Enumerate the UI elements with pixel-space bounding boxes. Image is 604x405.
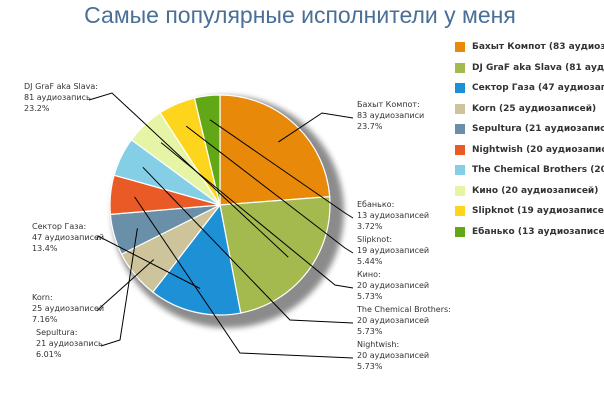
legend-item[interactable]: Nightwish (20 аудиозаписей) xyxy=(455,140,604,161)
leader-line xyxy=(278,112,354,143)
legend-label: Кино (20 аудиозаписей) xyxy=(472,185,599,196)
leader-line xyxy=(185,125,354,254)
pie-slices xyxy=(109,94,331,316)
slice-label: DJ GraF aka Slava: 81 аудиозапись 23.2% xyxy=(24,82,98,113)
legend-swatch xyxy=(455,185,465,196)
leader-line xyxy=(134,196,354,359)
pie-slice[interactable] xyxy=(219,94,331,206)
legend-item[interactable]: The Chemical Brothers (20 аудиозаписей) xyxy=(455,160,604,181)
legend-item[interactable]: Бахыт Компот (83 аудиозаписи) xyxy=(455,37,604,58)
leader-line xyxy=(96,235,201,289)
legend-label: DJ GraF aka Slava (81 аудиозапись) xyxy=(472,62,604,73)
legend-swatch xyxy=(455,226,465,237)
leader-line xyxy=(160,142,354,289)
legend-label: Бахыт Компот (83 аудиозаписи) xyxy=(472,42,604,53)
legend-swatch xyxy=(455,83,465,94)
legend-swatch xyxy=(455,124,465,135)
legend-swatch xyxy=(455,165,465,176)
legend-swatch xyxy=(455,62,465,73)
legend-label: Сектор Газа (47 аудиозаписей) xyxy=(472,83,604,94)
legend-item[interactable]: Korn (25 аудиозаписей) xyxy=(455,99,604,120)
legend-swatch xyxy=(455,42,465,53)
slice-label: Slipknot: 19 аудиозаписей 5.44% xyxy=(357,235,429,266)
legend-label: Slipknot (19 аудиозаписей) xyxy=(472,206,604,217)
slice-label: Кино: 20 аудиозаписей 5.73% xyxy=(357,270,429,301)
legend-swatch xyxy=(455,206,465,217)
slice-label: Ебанько: 13 аудиозаписей 3.72% xyxy=(357,200,429,231)
leader-line xyxy=(96,259,155,312)
legend-label: Sepultura (21 аудиозапись) xyxy=(472,124,604,135)
slice-callouts: Бахыт Компот: 83 аудиозаписи 23.7% DJ GraF … xyxy=(24,82,451,371)
leader-line xyxy=(142,166,354,324)
slice-label: Сектор Газа: 47 аудиозаписей 13.4% xyxy=(32,222,104,253)
slice-label: Бахыт Компот: 83 аудиозаписи 23.7% xyxy=(357,100,424,131)
legend-swatch xyxy=(455,144,465,155)
leader-line xyxy=(209,119,354,219)
legend-label: The Chemical Brothers (20 аудиозаписей) xyxy=(472,165,604,176)
pie-slice[interactable] xyxy=(219,195,331,314)
legend: Бахыт Компот (83 аудиозаписи) DJ GraF aka… xyxy=(455,37,604,242)
legend-item[interactable]: Сектор Газа (47 аудиозаписей) xyxy=(455,78,604,99)
legend-item[interactable]: Ебанько (13 аудиозаписей) xyxy=(455,222,604,243)
slice-label: Nightwish: 20 аудиозаписей 5.73% xyxy=(357,340,429,371)
legend-label: Korn (25 аудиозаписей) xyxy=(472,103,597,114)
slice-label: The Chemical Brothers: 20 аудиозаписей 5.7… xyxy=(356,305,451,336)
legend-item[interactable]: Slipknot (19 аудиозаписей) xyxy=(455,201,604,222)
chart-title: Самые популярные исполнители у меня xyxy=(84,2,516,28)
pie-slice[interactable] xyxy=(151,203,242,316)
legend-label: Ебанько (13 аудиозаписей) xyxy=(472,226,604,237)
leader-line xyxy=(100,228,138,347)
legend-label: Nightwish (20 аудиозаписей) xyxy=(472,144,604,155)
slice-label: Korn: 25 аудиозаписей 7.16% xyxy=(32,293,104,324)
leader-lines xyxy=(88,92,354,359)
legend-item[interactable]: Кино (20 аудиозаписей) xyxy=(455,181,604,202)
legend-swatch xyxy=(455,103,465,114)
legend-item[interactable]: Sepultura (21 аудиозапись) xyxy=(455,119,604,140)
legend-item[interactable]: DJ GraF aka Slava (81 аудиозапись) xyxy=(455,58,604,79)
slice-label: Sepultura: 21 аудиозапись 6.01% xyxy=(36,328,103,359)
leader-line xyxy=(88,92,289,258)
